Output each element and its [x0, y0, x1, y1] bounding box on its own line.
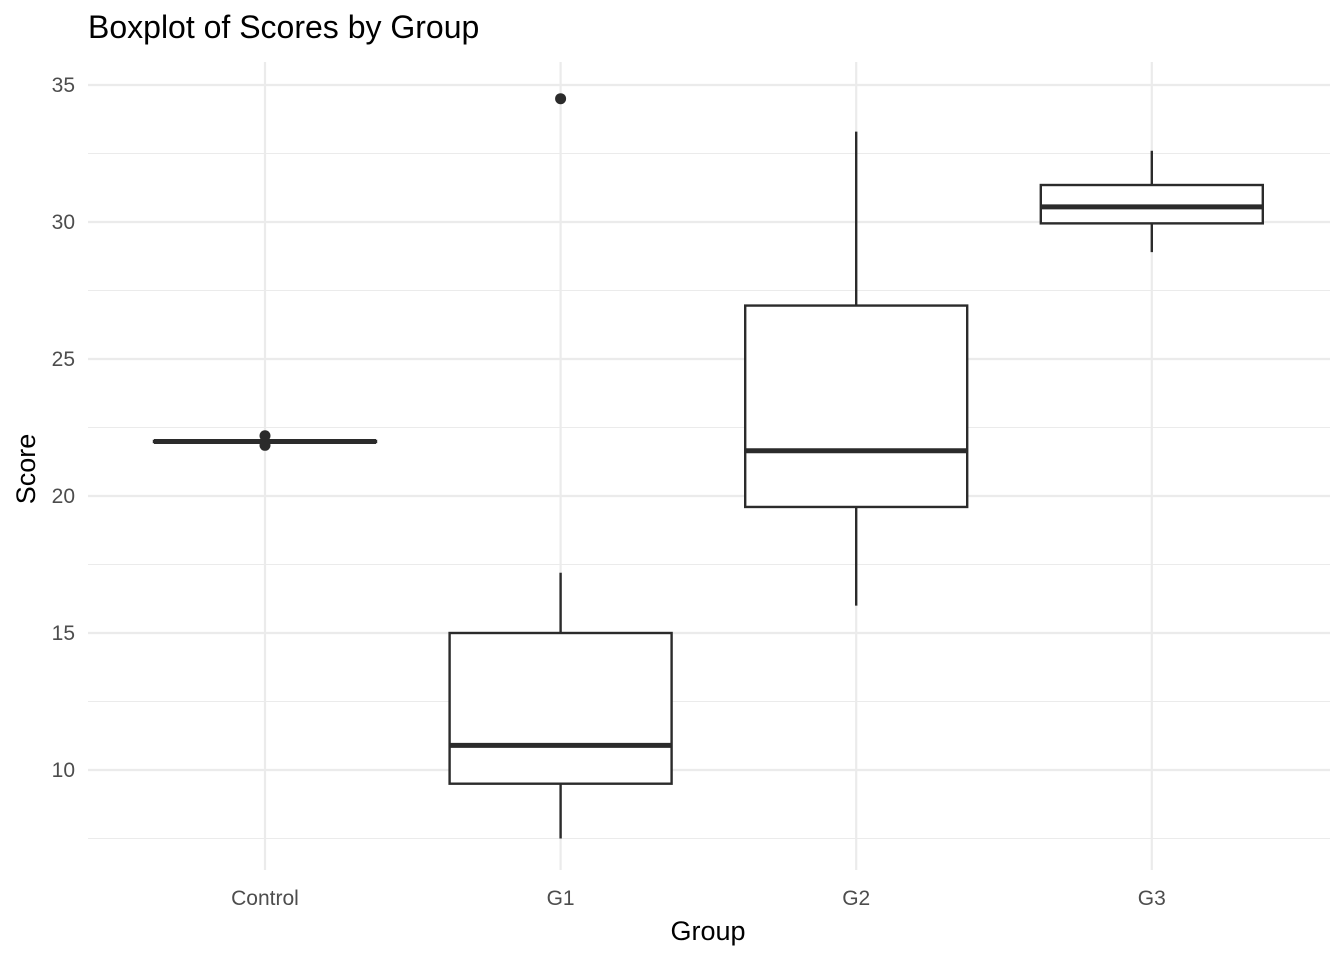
- chart-title: Boxplot of Scores by Group: [88, 9, 479, 45]
- y-axis-title: Score: [11, 434, 41, 505]
- box-group-g1: [448, 93, 673, 839]
- x-axis-title: Group: [670, 916, 745, 946]
- x-tick-label: G3: [1138, 887, 1166, 910]
- outlier-point: [259, 439, 271, 451]
- tick-layer: 10 15 20 25 30 35 Control G1 G2 G3: [52, 74, 1166, 910]
- x-tick-label: G2: [842, 887, 870, 910]
- grid-layer: [88, 62, 1330, 870]
- y-tick-label: 30: [52, 211, 75, 234]
- box-group-g3: [1039, 150, 1265, 253]
- y-tick-label: 25: [52, 348, 75, 371]
- y-tick-label: 35: [52, 74, 75, 97]
- box-group-control: [152, 430, 378, 451]
- iqr-box: [744, 304, 969, 509]
- outlier-point: [555, 93, 567, 105]
- x-tick-label: Control: [231, 887, 299, 910]
- x-tick-label: G1: [547, 887, 575, 910]
- y-tick-label: 15: [52, 622, 75, 645]
- box-layer: [152, 93, 1265, 839]
- iqr-box: [448, 631, 673, 785]
- iqr-box: [1039, 183, 1265, 225]
- box-group-g2: [744, 131, 969, 606]
- y-tick-label: 10: [52, 759, 75, 782]
- outlier-point: [259, 430, 271, 442]
- y-tick-label: 20: [52, 485, 75, 508]
